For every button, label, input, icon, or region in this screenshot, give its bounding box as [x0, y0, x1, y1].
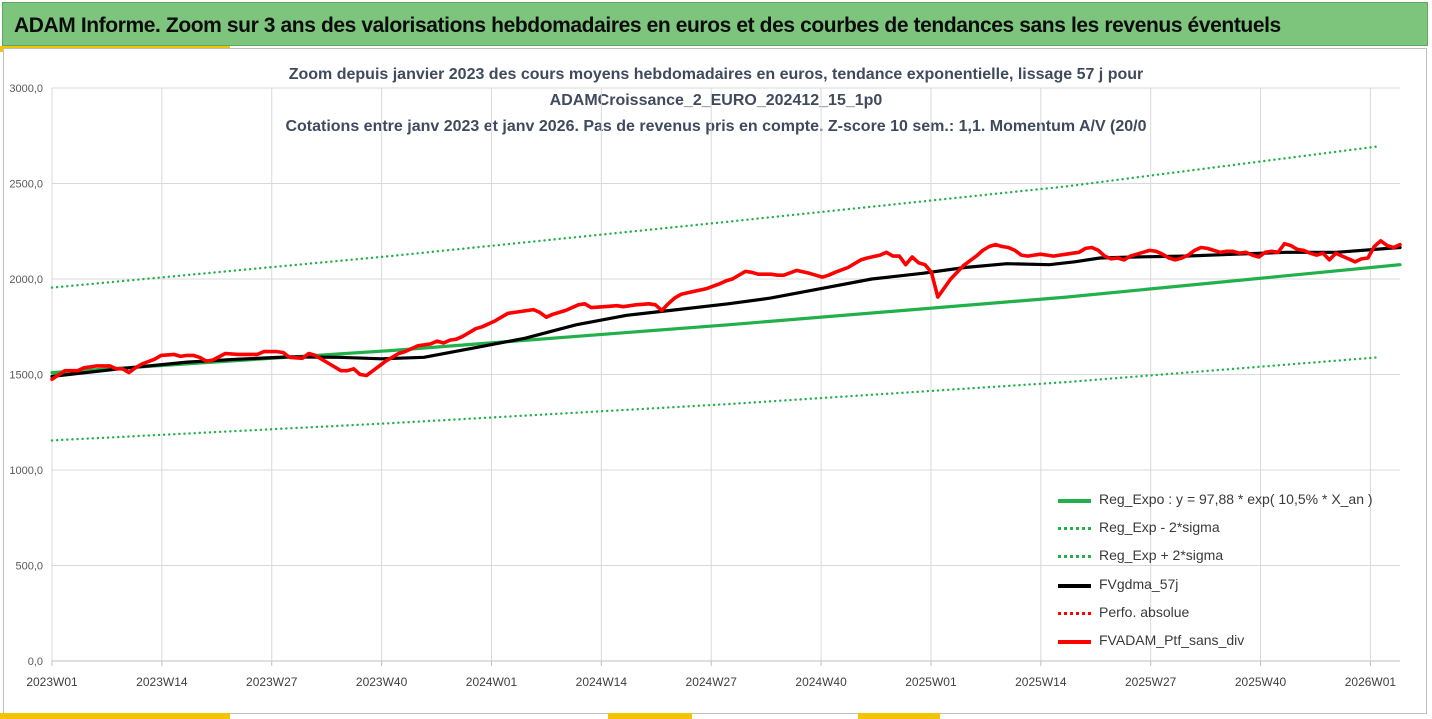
legend-item: Perfo. absolue [1058, 601, 1418, 629]
accent-bar-bottom-left [0, 713, 230, 719]
legend-swatch [1058, 583, 1091, 588]
x-tick-label: 2026W01 [1345, 675, 1397, 689]
banner-title: ADAM Informe. Zoom sur 3 ans des valoris… [14, 14, 1281, 37]
chart-legend: Reg_Expo : y = 97,88 * exp( 10,5% * X_an… [1058, 488, 1418, 657]
x-tick-label: 2023W27 [246, 675, 298, 689]
legend-swatch [1058, 555, 1091, 559]
legend-item: Reg_Expo : y = 97,88 * exp( 10,5% * X_an… [1058, 488, 1418, 516]
x-tick-label: 2024W27 [686, 675, 738, 689]
x-tick-label: 2024W01 [466, 675, 518, 689]
x-tick-label: 2024W14 [576, 675, 628, 689]
series-line-1 [50, 356, 1381, 442]
legend-label: Reg_Exp + 2*sigma [1099, 547, 1224, 564]
series-line-3 [50, 245, 1402, 378]
accent-bar-bottom-right [858, 713, 940, 719]
legend-label: FVgdma_57j [1099, 575, 1179, 592]
x-tick-label: 2023W14 [136, 675, 188, 689]
x-tick-label: 2025W40 [1235, 675, 1287, 689]
x-tick-label: 2025W01 [905, 675, 957, 689]
y-tick-label: 2500,0 [9, 179, 43, 191]
legend-label: FVADAM_Ptf_sans_div [1099, 631, 1245, 648]
legend-item: FVADAM_Ptf_sans_div [1058, 629, 1418, 657]
y-tick-label: 1000,0 [9, 465, 43, 477]
x-tick-label: 2025W14 [1015, 675, 1067, 689]
legend-label: Reg_Expo : y = 97,88 * exp( 10,5% * X_an… [1099, 491, 1373, 507]
legend-swatch [1058, 639, 1091, 644]
accent-bar-bottom-mid [608, 713, 692, 719]
legend-swatch [1058, 611, 1091, 615]
legend-item: Reg_Exp - 2*sigma [1058, 516, 1418, 544]
y-tick-label: 1500,0 [9, 370, 43, 382]
legend-item: Reg_Exp + 2*sigma [1058, 544, 1418, 572]
header-banner: ADAM Informe. Zoom sur 3 ans des valoris… [2, 2, 1428, 46]
series-line-2 [50, 145, 1381, 289]
series-line-5 [50, 239, 1402, 382]
legend-label: Perfo. absolue [1099, 603, 1190, 620]
chart-frame [3, 48, 1427, 714]
y-tick-label: 0,0 [28, 656, 43, 668]
chart-title-line-2: ADAMCroissance_2_EURO_202412_15_1p0 [549, 92, 883, 109]
y-tick-label: 2000,0 [9, 274, 43, 286]
x-tick-label: 2024W40 [795, 675, 847, 689]
x-tick-label: 2023W01 [26, 675, 78, 689]
legend-swatch [1058, 499, 1091, 503]
y-tick-label: 500,0 [15, 561, 43, 573]
x-tick-label: 2023W40 [356, 675, 408, 689]
y-tick-label: 3000,0 [9, 83, 43, 95]
legend-item: FVgdma_57j [1058, 573, 1418, 601]
legend-label: Reg_Exp - 2*sigma [1099, 519, 1220, 536]
x-tick-label: 2025W27 [1125, 675, 1177, 689]
legend-swatch [1058, 527, 1091, 531]
chart-title-line-1: Zoom depuis janvier 2023 des cours moyen… [288, 66, 1144, 83]
